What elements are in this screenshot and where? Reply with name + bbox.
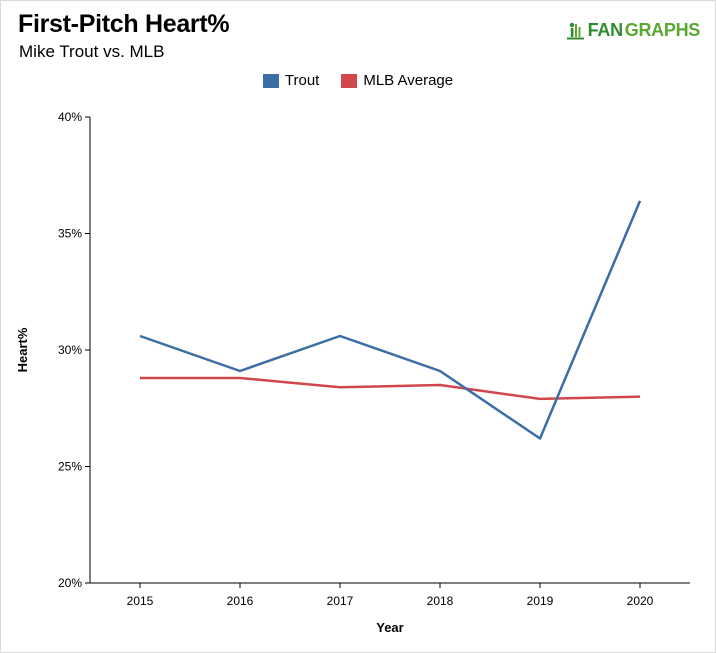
x-axis-title: Year (376, 620, 403, 635)
x-tick-label: 2016 (227, 594, 254, 608)
chart-legend: Trout MLB Average (0, 72, 716, 89)
fangraphs-figure-icon (566, 22, 584, 39)
legend-swatch-trout (262, 73, 279, 88)
fangraphs-logo: FAN GRAPHS (566, 20, 700, 41)
logo-text-fan: FAN (587, 20, 623, 40)
logo-text-graphs: GRAPHS (624, 20, 701, 40)
chart-title: First-Pitch Heart% (18, 10, 230, 38)
y-ticks: 20% 25% 30% 35% 40% (58, 110, 90, 590)
y-tick-label: 30% (58, 343, 82, 357)
chart-subtitle: Mike Trout vs. MLB (19, 42, 165, 61)
y-tick-label: 35% (58, 227, 82, 241)
x-tick-label: 2018 (427, 594, 454, 608)
y-tick-label: 20% (58, 576, 82, 590)
legend-swatch-mlb-average (341, 73, 358, 88)
x-tick-label: 2020 (627, 594, 654, 608)
y-tick-label: 40% (58, 110, 82, 124)
legend-label-mlb-average: MLB Average (363, 72, 454, 89)
legend-item-trout[interactable]: Trout (262, 72, 320, 89)
x-tick-label: 2017 (327, 594, 354, 608)
legend-item-mlb-average[interactable]: MLB Average (341, 72, 453, 89)
x-tick-label: 2019 (527, 594, 554, 608)
series-line-trout[interactable] (139, 200, 642, 440)
series-lines (139, 200, 642, 440)
x-tick-label: 2015 (127, 594, 154, 608)
legend-label-trout: Trout (284, 72, 320, 89)
y-tick-label: 25% (58, 460, 82, 474)
x-ticks: 2015 2016 2017 2018 2019 2020 (127, 583, 654, 608)
y-axis-title: Heart% (15, 327, 30, 372)
